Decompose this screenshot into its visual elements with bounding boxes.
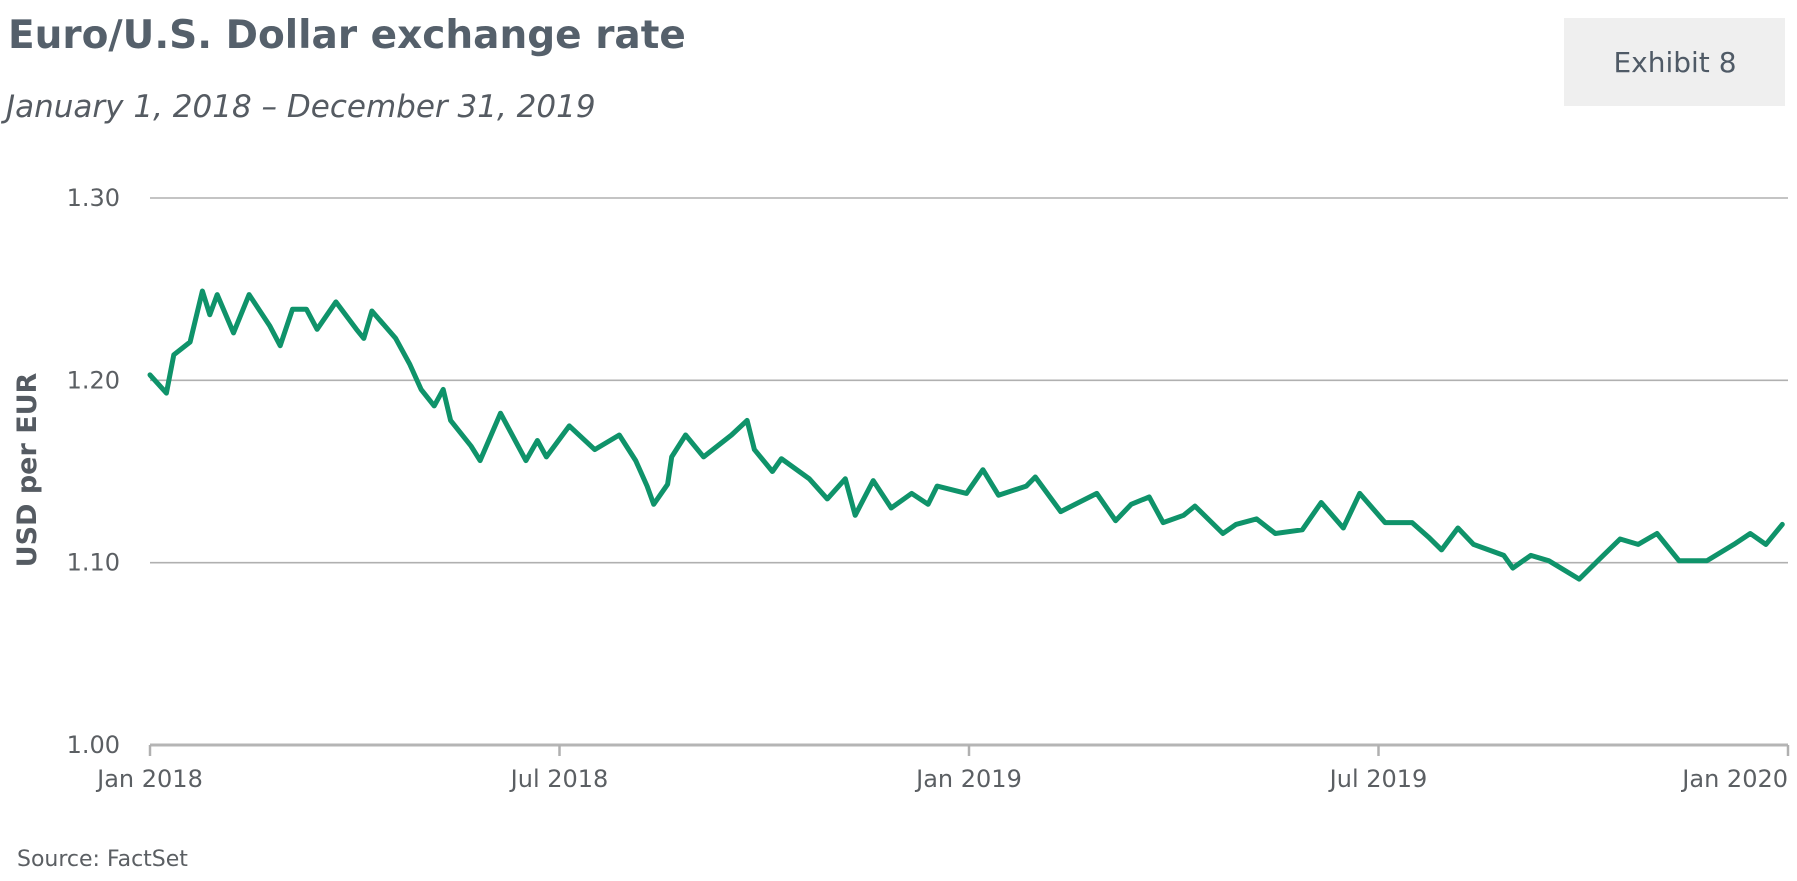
y-tick-label: 1.10 xyxy=(67,549,120,577)
y-axis-label: USD per EUR xyxy=(12,372,43,567)
x-tick-label: Jan 2018 xyxy=(95,765,203,793)
exhibit-label: Exhibit 8 xyxy=(1613,46,1736,79)
source: Source: FactSet xyxy=(17,847,188,872)
chart-title: Euro/U.S. Dollar exchange rate xyxy=(8,13,686,58)
x-tick-label: Jan 2020 xyxy=(1680,765,1788,793)
x-tick-label: Jul 2019 xyxy=(1328,765,1428,793)
y-tick-label: 1.20 xyxy=(67,366,120,394)
y-tick-label: 1.30 xyxy=(67,184,120,212)
chart-subtitle: January 1, 2018 – December 31, 2019 xyxy=(0,89,596,125)
x-tick-label: Jul 2018 xyxy=(509,765,609,793)
rate-line xyxy=(147,288,1785,582)
x-tick-label: Jan 2019 xyxy=(914,765,1022,793)
exhibit-badge xyxy=(1564,18,1785,106)
y-tick-label: 1.00 xyxy=(67,731,120,759)
